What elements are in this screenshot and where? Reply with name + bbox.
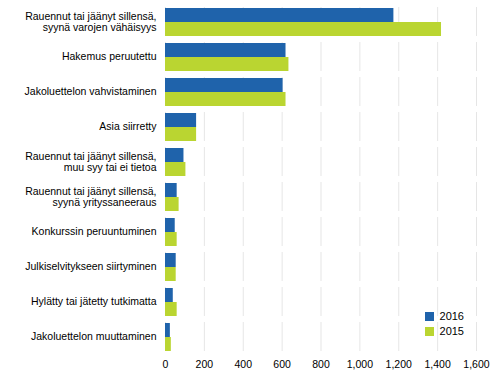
svg-text:1,400: 1,400 [424, 358, 450, 370]
svg-text:Konkurssin peruuntuminen: Konkurssin peruuntuminen [32, 225, 157, 237]
svg-text:Rauennut tai jäänyt sillensä,s: Rauennut tai jäänyt sillensä,syynä yrity… [25, 185, 156, 208]
svg-text:1,200: 1,200 [386, 358, 412, 370]
html-text:2016: 2016 [439, 310, 464, 322]
svg-text:600: 600 [273, 358, 291, 370]
svg-text:Rauennut tai jäänyt sillensä,s: Rauennut tai jäänyt sillensä,syynä varoj… [25, 10, 156, 33]
svg-text:0: 0 [163, 358, 169, 370]
svg-text:400: 400 [234, 358, 252, 370]
svg-text:Hylätty tai jätetty tutkimatta: Hylätty tai jätetty tutkimatta [31, 295, 157, 307]
svg-text:Asia siirretty: Asia siirretty [99, 120, 157, 132]
svg-text:Julkiselvitykseen siirtyminen: Julkiselvitykseen siirtyminen [25, 260, 156, 272]
svg-text:1,000: 1,000 [347, 358, 373, 370]
svg-text:Rauennut tai jäänyt sillensä,m: Rauennut tai jäänyt sillensä,muu syy tai… [25, 150, 157, 173]
svg-text:Jakoluettelon vahvistaminen: Jakoluettelon vahvistaminen [25, 85, 157, 97]
svg-text:Hakemus peruutettu: Hakemus peruutettu [62, 50, 157, 62]
svg-text:1,600: 1,600 [463, 358, 489, 370]
html-text:2015: 2015 [439, 325, 464, 337]
svg-text:Jakoluettelon muuttaminen: Jakoluettelon muuttaminen [31, 330, 157, 342]
svg-text:800: 800 [312, 358, 330, 370]
svg-text:200: 200 [196, 358, 214, 370]
